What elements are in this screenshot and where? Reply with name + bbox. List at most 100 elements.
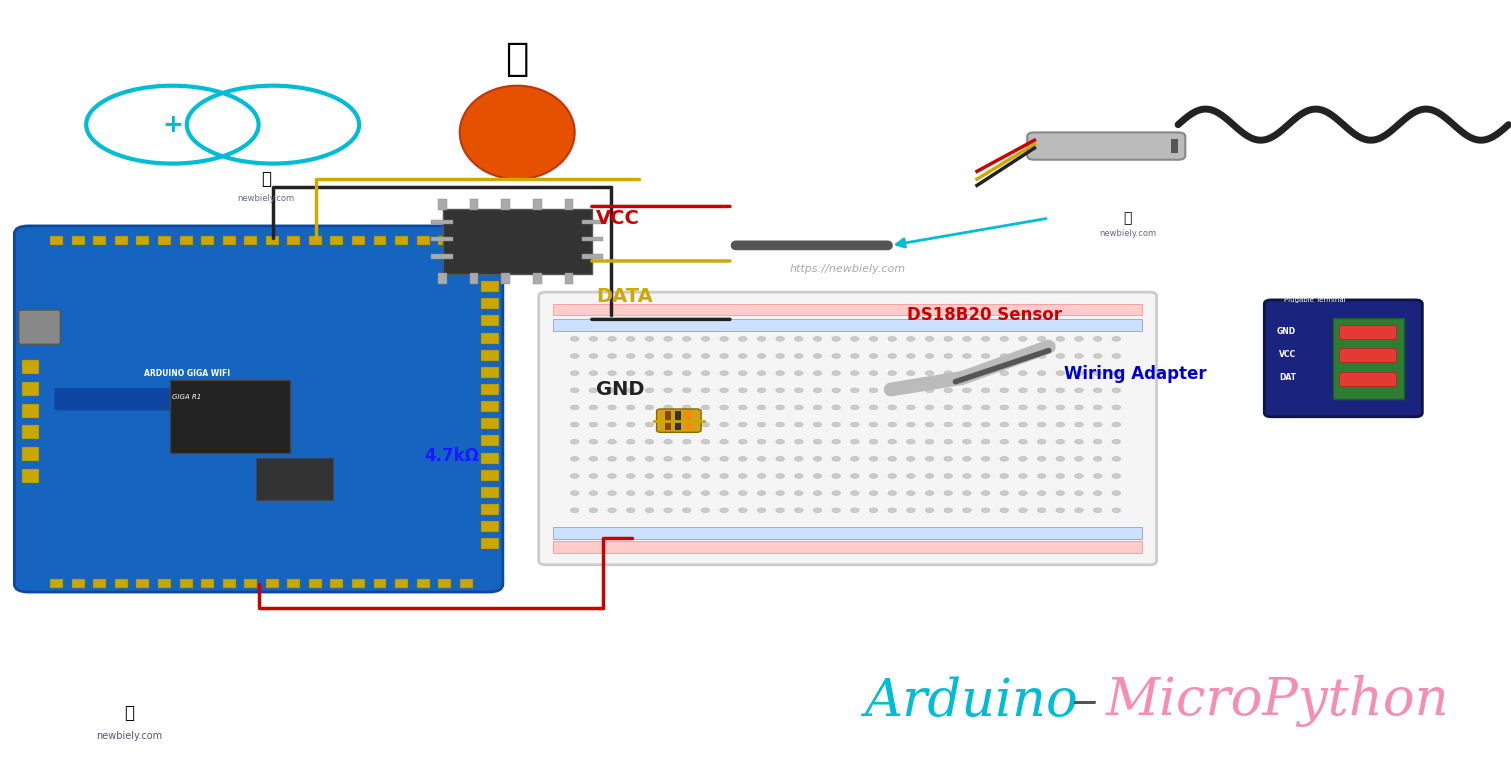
Bar	[222, 236, 236, 245]
Circle shape	[1074, 491, 1083, 495]
Circle shape	[1112, 439, 1121, 444]
Circle shape	[701, 337, 710, 341]
Circle shape	[869, 388, 878, 393]
Circle shape	[570, 508, 579, 513]
Circle shape	[627, 491, 635, 495]
Circle shape	[701, 354, 710, 358]
Circle shape	[683, 337, 691, 341]
Bar	[21, 360, 39, 374]
Circle shape	[833, 354, 840, 358]
Circle shape	[775, 474, 784, 478]
Bar	[665, 411, 671, 430]
Circle shape	[739, 422, 746, 427]
Circle shape	[888, 508, 896, 513]
FancyBboxPatch shape	[15, 226, 503, 592]
Circle shape	[1094, 422, 1102, 427]
Circle shape	[570, 422, 579, 427]
Circle shape	[607, 439, 616, 444]
Circle shape	[1038, 456, 1046, 461]
Bar	[1339, 325, 1396, 339]
Circle shape	[1018, 337, 1027, 341]
Circle shape	[645, 337, 654, 341]
Bar	[438, 236, 452, 245]
Circle shape	[1018, 508, 1027, 513]
Bar	[136, 579, 150, 588]
Bar	[287, 236, 301, 245]
Circle shape	[1000, 491, 1008, 495]
Circle shape	[1074, 371, 1083, 375]
Circle shape	[719, 337, 728, 341]
Circle shape	[851, 371, 860, 375]
Circle shape	[1074, 405, 1083, 410]
Circle shape	[627, 508, 635, 513]
Circle shape	[701, 439, 710, 444]
Circle shape	[1056, 474, 1065, 478]
Bar	[482, 504, 499, 515]
Circle shape	[888, 337, 896, 341]
Circle shape	[1056, 422, 1065, 427]
Circle shape	[963, 405, 972, 410]
Circle shape	[963, 371, 972, 375]
Circle shape	[1038, 439, 1046, 444]
Bar	[21, 447, 39, 461]
Circle shape	[663, 508, 672, 513]
Circle shape	[757, 474, 766, 478]
Circle shape	[757, 337, 766, 341]
Text: DS18B20 Sensor: DS18B20 Sensor	[907, 306, 1062, 325]
Circle shape	[775, 491, 784, 495]
Circle shape	[627, 354, 635, 358]
Bar	[438, 199, 447, 210]
Bar	[482, 315, 499, 326]
Circle shape	[1018, 491, 1027, 495]
Circle shape	[719, 474, 728, 478]
Circle shape	[607, 474, 616, 478]
Circle shape	[1000, 474, 1008, 478]
Circle shape	[719, 371, 728, 375]
Circle shape	[570, 456, 579, 461]
Circle shape	[851, 354, 860, 358]
Bar	[159, 579, 171, 588]
Circle shape	[925, 337, 934, 341]
Circle shape	[1038, 491, 1046, 495]
Circle shape	[683, 456, 691, 461]
Circle shape	[907, 439, 916, 444]
Circle shape	[570, 491, 579, 495]
Circle shape	[645, 456, 654, 461]
Circle shape	[627, 422, 635, 427]
Text: newbiely.com: newbiely.com	[97, 731, 162, 741]
Circle shape	[981, 491, 990, 495]
Circle shape	[1056, 405, 1065, 410]
Circle shape	[888, 354, 896, 358]
Circle shape	[1018, 456, 1027, 461]
Circle shape	[775, 388, 784, 393]
Circle shape	[757, 422, 766, 427]
Bar	[266, 579, 278, 588]
Circle shape	[701, 422, 710, 427]
Bar	[459, 579, 473, 588]
Circle shape	[851, 337, 860, 341]
Circle shape	[925, 371, 934, 375]
Circle shape	[645, 439, 654, 444]
Bar	[482, 487, 499, 498]
Circle shape	[1112, 388, 1121, 393]
Circle shape	[944, 474, 952, 478]
FancyBboxPatch shape	[18, 310, 60, 344]
Bar	[417, 579, 429, 588]
Circle shape	[944, 422, 952, 427]
Circle shape	[851, 422, 860, 427]
Circle shape	[888, 371, 896, 375]
Circle shape	[663, 337, 672, 341]
Bar	[201, 236, 215, 245]
Circle shape	[1074, 354, 1083, 358]
Bar	[352, 236, 366, 245]
Circle shape	[775, 337, 784, 341]
Circle shape	[1112, 474, 1121, 478]
Bar	[459, 236, 473, 245]
Circle shape	[813, 405, 822, 410]
Circle shape	[570, 388, 579, 393]
Bar	[1339, 348, 1396, 362]
Circle shape	[888, 491, 896, 495]
Circle shape	[888, 422, 896, 427]
Circle shape	[739, 354, 746, 358]
Text: newbiely.com: newbiely.com	[237, 194, 295, 203]
